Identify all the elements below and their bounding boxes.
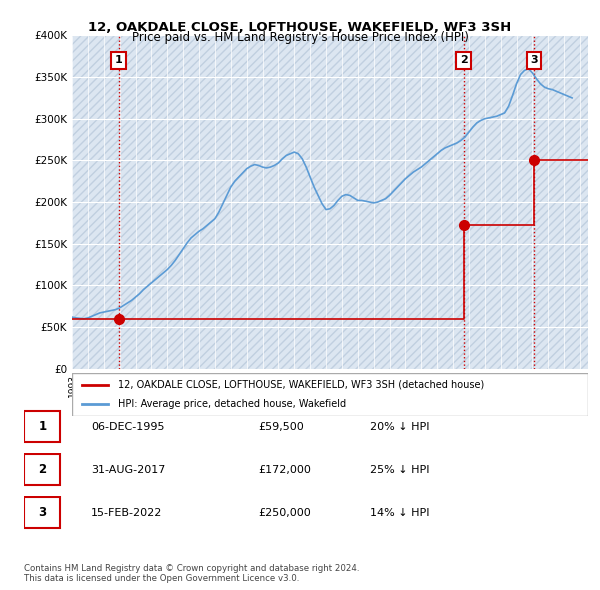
Text: 15-FEB-2022: 15-FEB-2022 — [91, 508, 163, 517]
Text: 06-DEC-1995: 06-DEC-1995 — [91, 422, 164, 431]
Text: 20% ↓ HPI: 20% ↓ HPI — [370, 422, 430, 431]
Text: 31-AUG-2017: 31-AUG-2017 — [91, 465, 166, 474]
Text: Price paid vs. HM Land Registry's House Price Index (HPI): Price paid vs. HM Land Registry's House … — [131, 31, 469, 44]
Text: £172,000: £172,000 — [259, 465, 311, 474]
Text: 12, OAKDALE CLOSE, LOFTHOUSE, WAKEFIELD, WF3 3SH (detached house): 12, OAKDALE CLOSE, LOFTHOUSE, WAKEFIELD,… — [118, 380, 485, 390]
Text: 25% ↓ HPI: 25% ↓ HPI — [370, 465, 430, 474]
Text: HPI: Average price, detached house, Wakefield: HPI: Average price, detached house, Wake… — [118, 399, 347, 409]
Text: Contains HM Land Registry data © Crown copyright and database right 2024.
This d: Contains HM Land Registry data © Crown c… — [24, 563, 359, 583]
FancyBboxPatch shape — [72, 373, 588, 416]
FancyBboxPatch shape — [72, 35, 588, 369]
Text: 3: 3 — [38, 506, 46, 519]
FancyBboxPatch shape — [24, 411, 60, 442]
Text: 3: 3 — [530, 55, 538, 65]
Text: £250,000: £250,000 — [259, 508, 311, 517]
Text: 14% ↓ HPI: 14% ↓ HPI — [370, 508, 430, 517]
FancyBboxPatch shape — [24, 497, 60, 528]
Text: 1: 1 — [115, 55, 122, 65]
Text: 2: 2 — [38, 463, 46, 476]
Text: 12, OAKDALE CLOSE, LOFTHOUSE, WAKEFIELD, WF3 3SH: 12, OAKDALE CLOSE, LOFTHOUSE, WAKEFIELD,… — [88, 21, 512, 34]
Text: 2: 2 — [460, 55, 467, 65]
Text: £59,500: £59,500 — [259, 422, 304, 431]
FancyBboxPatch shape — [24, 454, 60, 485]
Text: 1: 1 — [38, 420, 46, 433]
